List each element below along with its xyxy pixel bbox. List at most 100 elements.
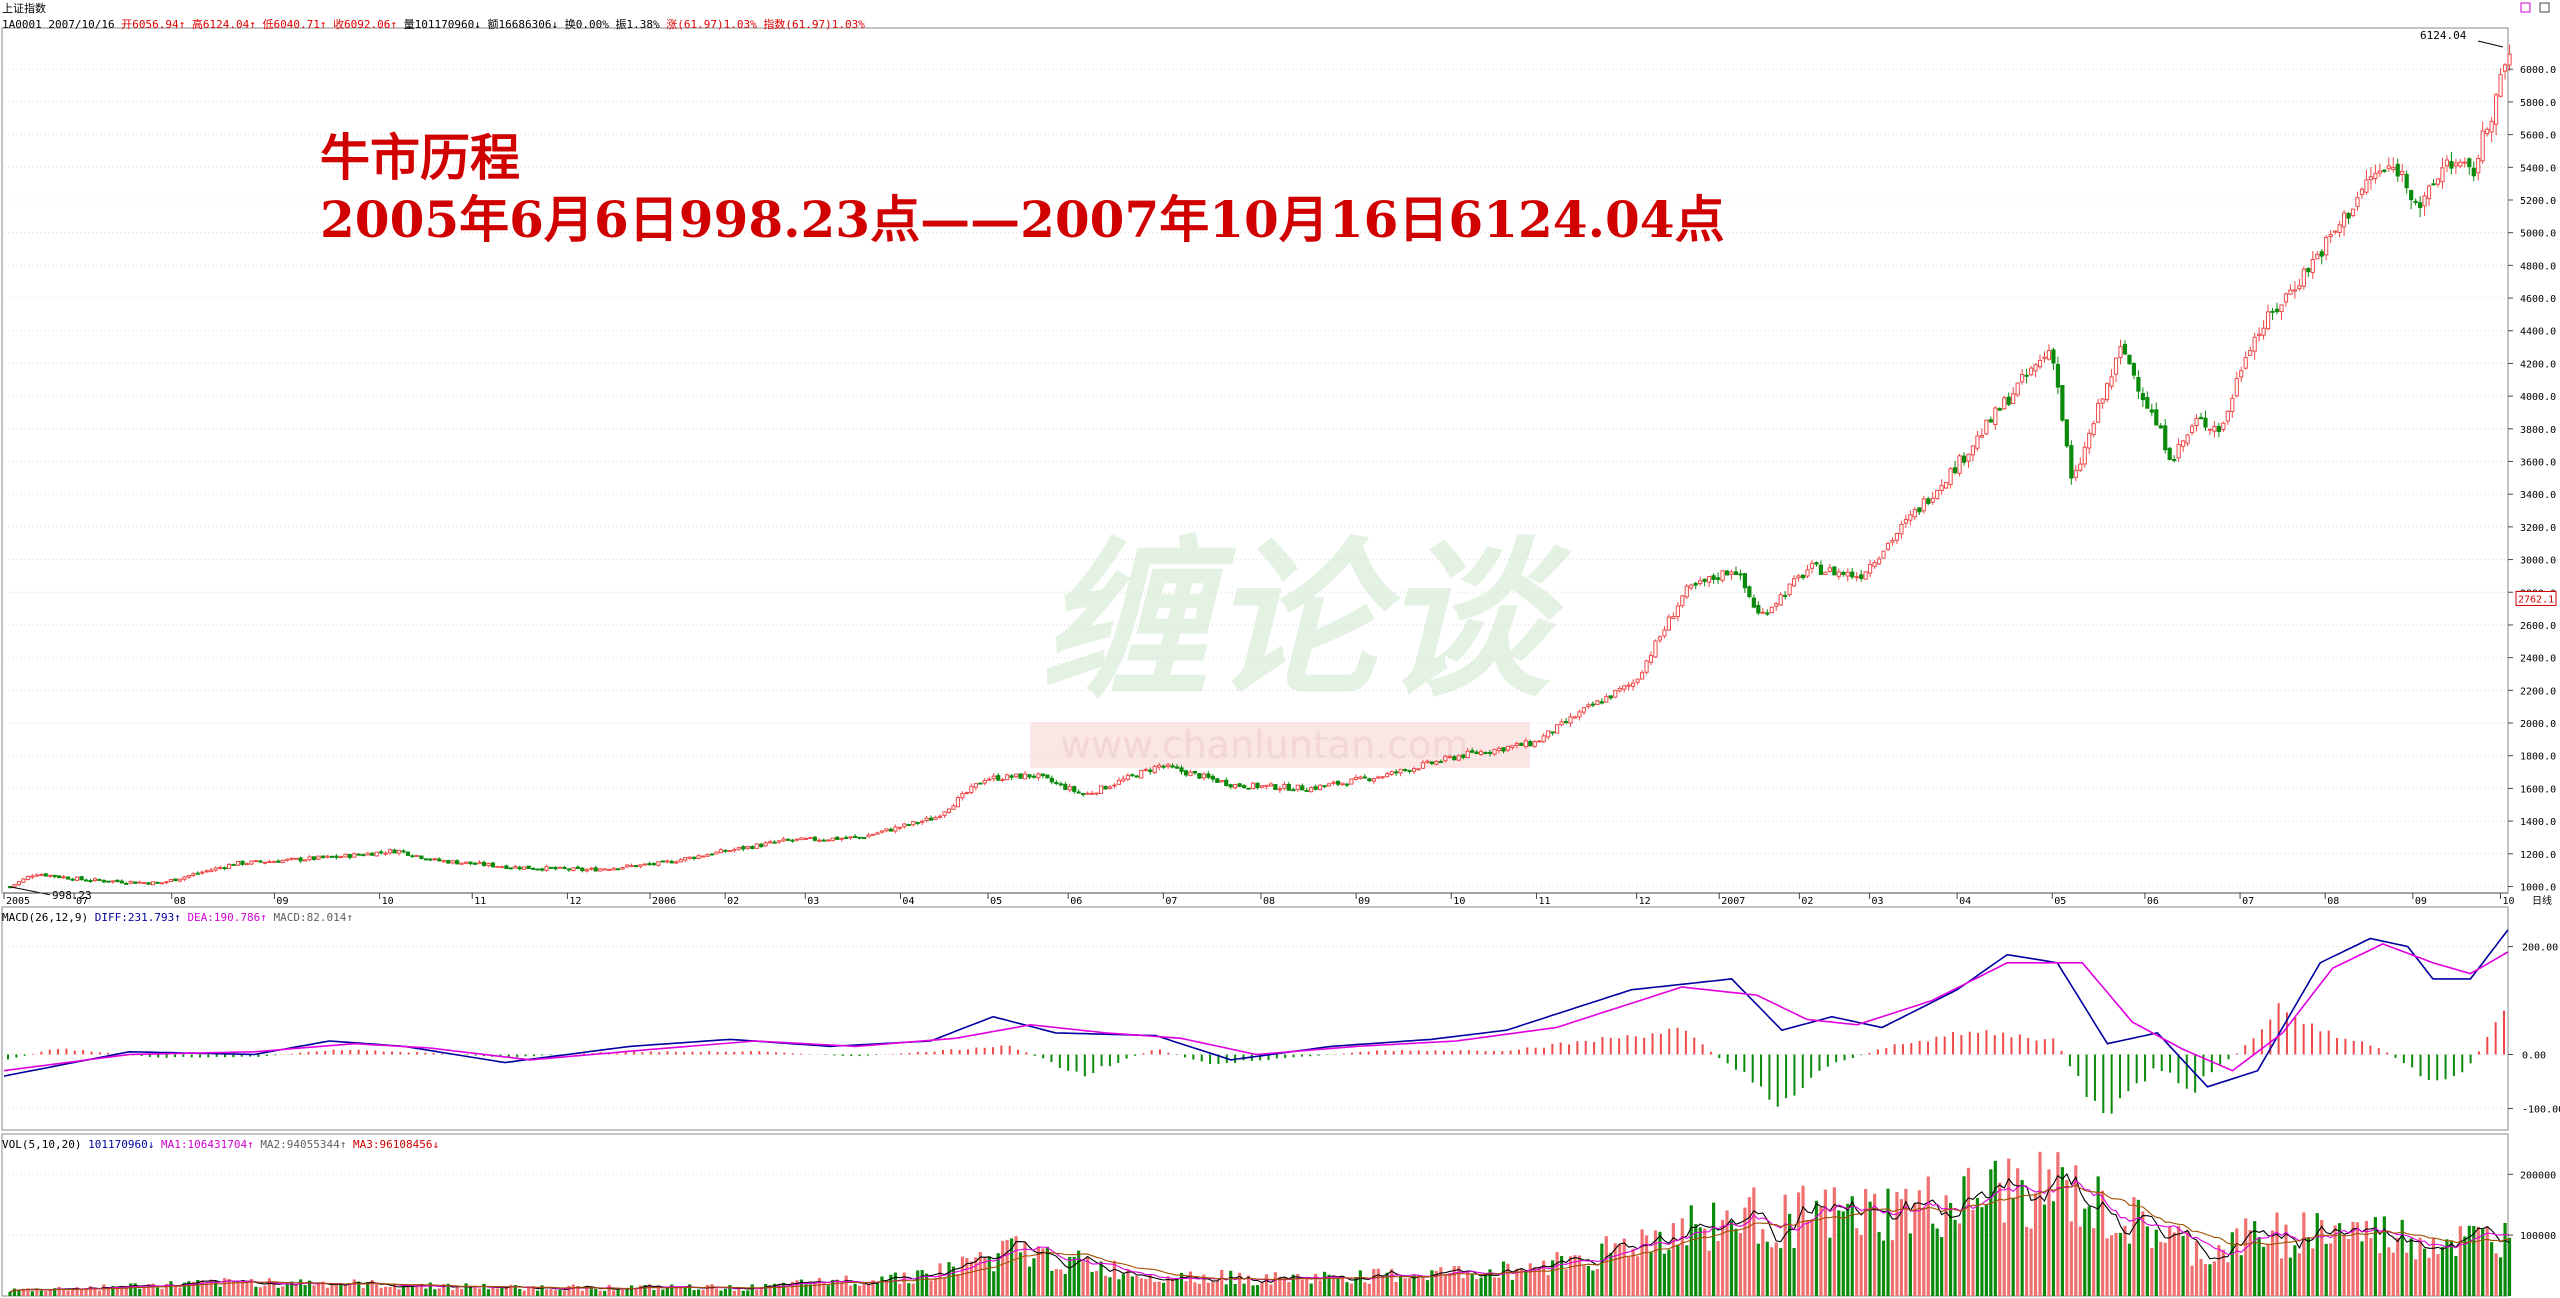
vol-bar (1850, 1196, 1854, 1296)
vol-bar (1054, 1269, 1058, 1296)
vol-bar (2297, 1253, 2301, 1296)
price-tick-label: 3400.0 (2520, 490, 2556, 501)
candle-body (571, 867, 576, 872)
vol-bar (2123, 1225, 2127, 1296)
vol-bar (1515, 1268, 1519, 1296)
candle-body (1608, 695, 1613, 699)
candle-body (2252, 336, 2257, 352)
vol-bar (2011, 1198, 2015, 1296)
vol-bar (1314, 1273, 1318, 1296)
candle-body (1541, 735, 1546, 743)
vol-bar (1345, 1282, 1349, 1296)
candle-body (2198, 416, 2204, 420)
candle-body (2230, 397, 2235, 413)
vol-bar (307, 1280, 312, 1296)
vol-bar (755, 1289, 759, 1296)
close-icon[interactable] (2539, 2, 2550, 13)
candle-body (1805, 569, 1810, 577)
candle-body (2350, 208, 2356, 217)
vol-bar (93, 1289, 97, 1296)
candle-body (437, 858, 442, 862)
candle-body (1505, 746, 1511, 751)
candle-body (1537, 740, 1542, 743)
date-tick-label: 07 (2242, 896, 2254, 907)
candle-body (1474, 751, 1479, 755)
vol-bar (1206, 1282, 1210, 1296)
candle-body (736, 846, 741, 850)
vol-bar (1805, 1220, 1810, 1296)
vol-bar (1913, 1202, 1917, 1296)
vol-bar (576, 1286, 580, 1296)
candle-body (888, 828, 893, 832)
vol-bar (2235, 1228, 2239, 1296)
vol-bar (1595, 1269, 1599, 1296)
vol-bar (638, 1285, 643, 1296)
candle-body (455, 860, 460, 865)
price-tick-label: 2200.0 (2520, 686, 2556, 697)
vol-bar (665, 1286, 669, 1296)
vol-bar (1577, 1255, 1582, 1296)
vol-bar (205, 1282, 209, 1296)
candle-body (1121, 778, 1126, 782)
candle-body (2502, 64, 2508, 72)
candle-body (240, 860, 245, 865)
candle-body (2368, 176, 2374, 181)
candle-body (227, 863, 232, 870)
vol-bar (424, 1288, 428, 1296)
vol-bar (2141, 1211, 2145, 1296)
price-tick-label: 1600.0 (2520, 784, 2556, 795)
vol-bar (2369, 1238, 2373, 1296)
candle-body (826, 839, 831, 842)
candle-body (1970, 445, 1976, 456)
candle-body (414, 854, 419, 857)
candle-body (173, 878, 178, 882)
vol-bar (1613, 1243, 1617, 1296)
vol-bar (804, 1284, 808, 1296)
vol-bar (1564, 1269, 1568, 1296)
candle-body (1689, 584, 1694, 589)
candle-body (253, 860, 259, 863)
candle-body (441, 860, 446, 863)
candle-body (218, 866, 223, 869)
vol-bar (1023, 1242, 1027, 1296)
candle-body (419, 855, 424, 860)
candle-body (204, 870, 209, 873)
candle-body (2096, 402, 2101, 423)
vol-bar (2109, 1235, 2114, 1296)
vol-bar (2346, 1239, 2351, 1296)
candle-body (1581, 707, 1587, 713)
vol-bar (285, 1284, 289, 1296)
candle-body (517, 866, 522, 870)
vol-bar (254, 1286, 258, 1296)
vol-bar (1819, 1206, 1823, 1296)
candle-body (1577, 711, 1582, 718)
candle-body (1836, 571, 1841, 577)
candle-body (772, 841, 777, 844)
candle-body (1595, 700, 1600, 706)
quote-item: 低6040.71↑ (262, 18, 334, 31)
candle-body (1935, 489, 1940, 500)
candle-body (1233, 784, 1238, 789)
vol-bar (2020, 1180, 2024, 1296)
vol-bar (1211, 1281, 1215, 1296)
vol-bar (191, 1281, 195, 1296)
vol-bar (670, 1284, 674, 1296)
vol-bar (1872, 1193, 1877, 1296)
vol-bar (1604, 1236, 1608, 1296)
vol-bar (2445, 1239, 2449, 1296)
candle-body (2435, 178, 2441, 185)
vol-bar (1537, 1267, 1541, 1296)
candle-body (1894, 532, 1900, 541)
vol-bar (714, 1288, 719, 1296)
vol-bar (348, 1283, 352, 1296)
candle-body (2181, 440, 2186, 447)
vol-bar (1559, 1255, 1564, 1296)
candle-body (1496, 747, 1502, 751)
minimize-icon[interactable] (2520, 2, 2531, 13)
vol-bar (938, 1263, 942, 1296)
vol-bar (589, 1286, 593, 1296)
candle-body (875, 832, 880, 835)
candle-body (2283, 293, 2289, 303)
vol-bar (357, 1281, 361, 1296)
candle-body (522, 866, 527, 870)
